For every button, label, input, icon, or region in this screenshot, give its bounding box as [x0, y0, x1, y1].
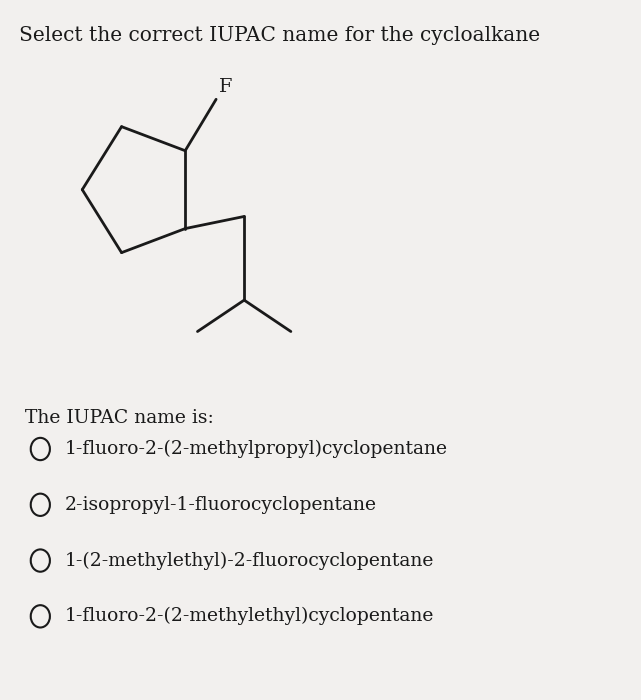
Text: 1-fluoro-2-(2-methylpropyl)cyclopentane: 1-fluoro-2-(2-methylpropyl)cyclopentane — [65, 440, 448, 458]
Text: F: F — [219, 78, 233, 96]
Text: The IUPAC name is:: The IUPAC name is: — [26, 410, 214, 427]
Text: 1-fluoro-2-(2-methylethyl)cyclopentane: 1-fluoro-2-(2-methylethyl)cyclopentane — [65, 607, 434, 626]
Text: 1-(2-methylethyl)-2-fluorocyclopentane: 1-(2-methylethyl)-2-fluorocyclopentane — [65, 552, 434, 570]
Text: Select the correct IUPAC name for the cycloalkane: Select the correct IUPAC name for the cy… — [19, 26, 540, 45]
Text: 2-isopropyl-1-fluorocyclopentane: 2-isopropyl-1-fluorocyclopentane — [65, 496, 377, 514]
